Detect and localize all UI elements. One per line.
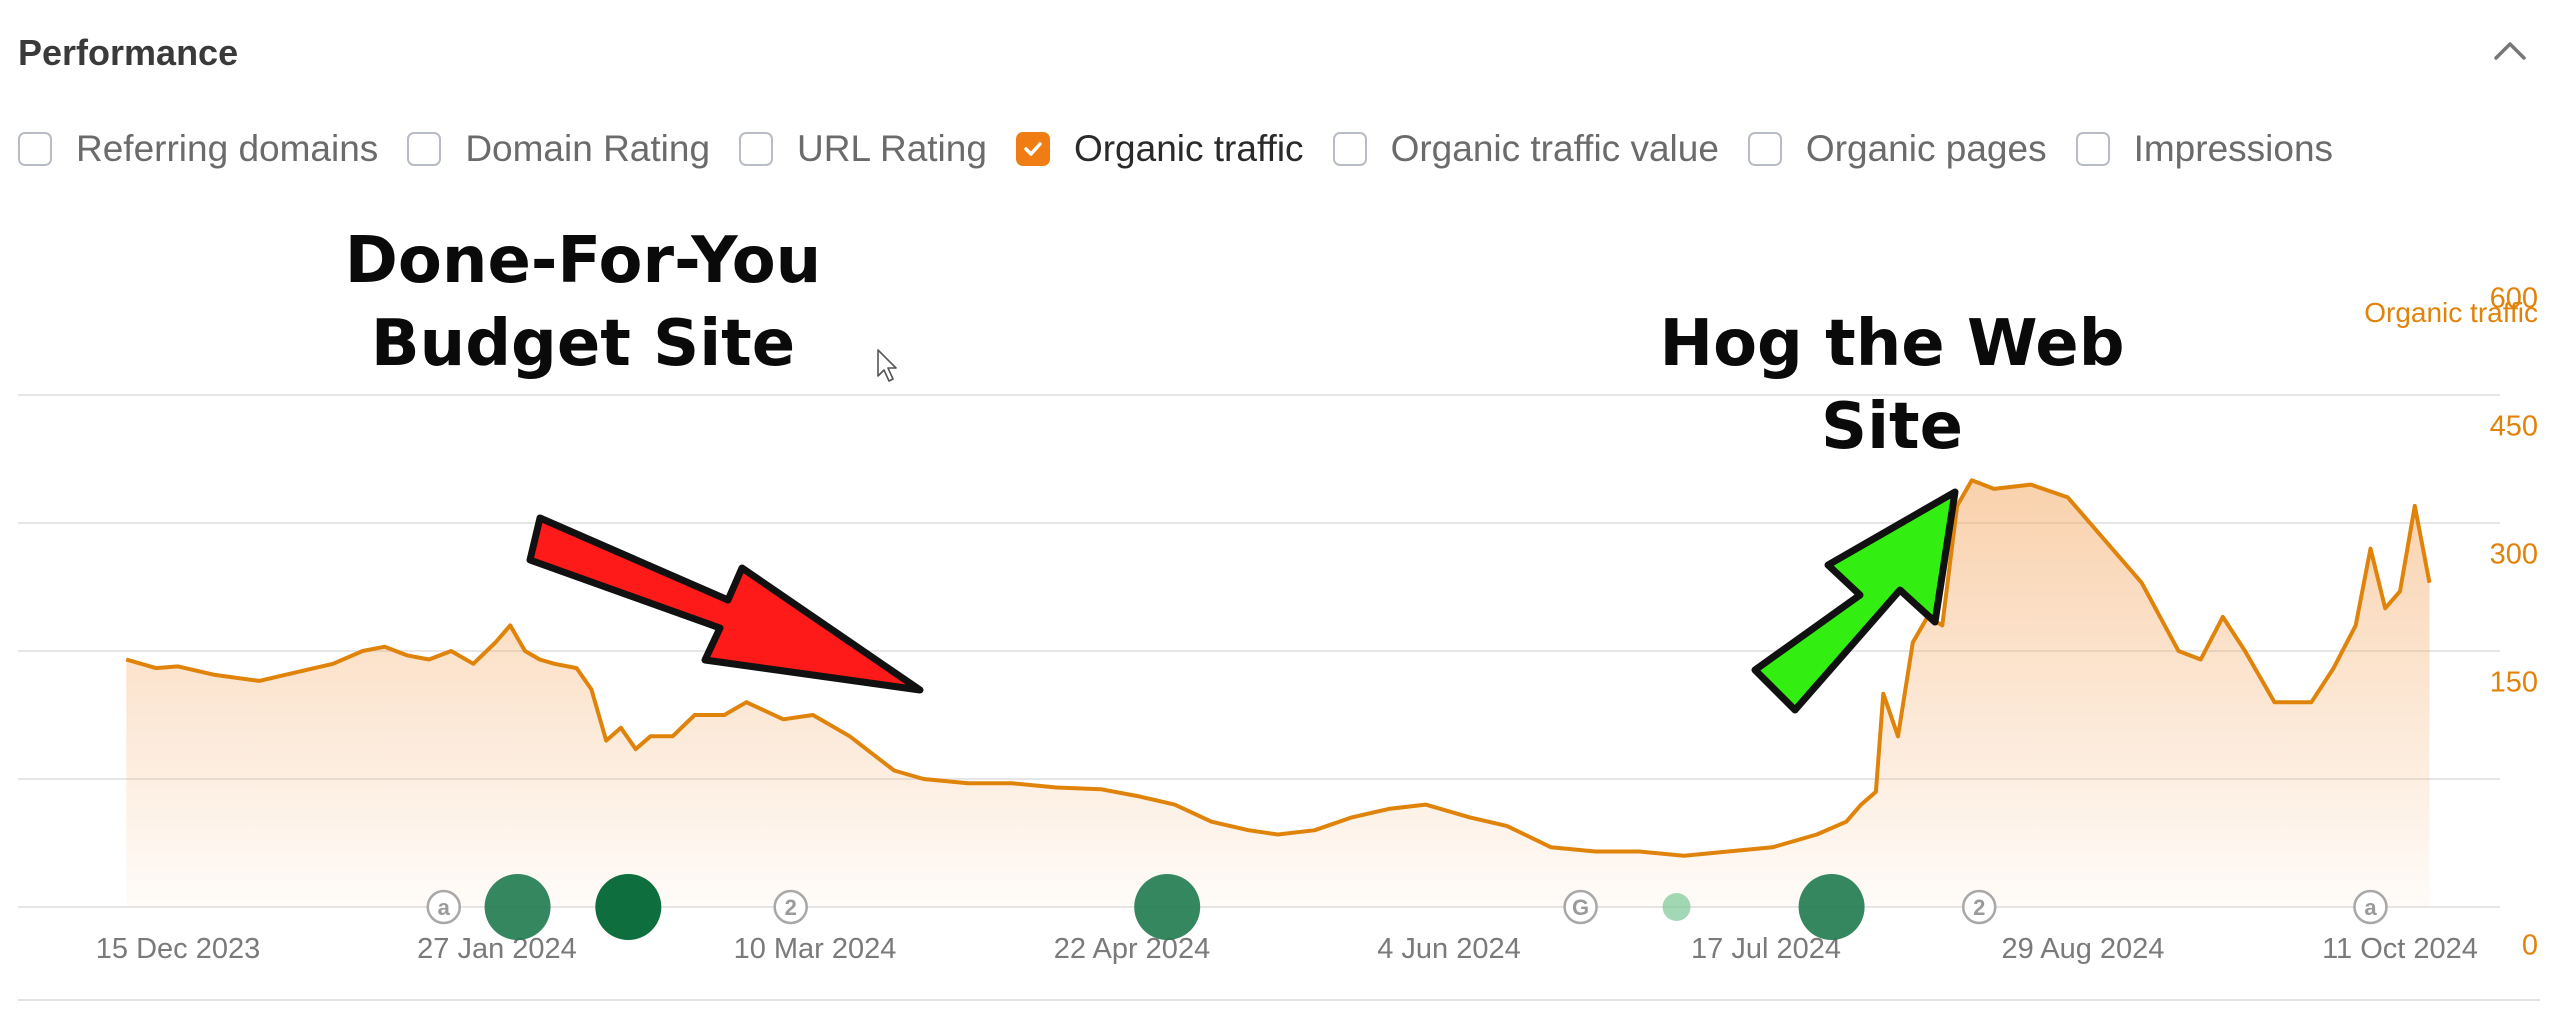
event-marker-large[interactable] <box>484 874 551 940</box>
event-marker-large[interactable] <box>595 874 662 940</box>
metric-organic-traffic[interactable]: Organic traffic <box>1015 128 1304 170</box>
event-marker-label: a <box>2364 895 2377 920</box>
metric-label: Impressions <box>2133 128 2334 169</box>
metric-url-rating[interactable]: URL Rating <box>739 128 987 170</box>
metric-label: Organic traffic value <box>1390 128 1719 169</box>
metric-organic-pages[interactable]: Organic pages <box>1747 128 2047 170</box>
annotation-budget-site: Budget Site <box>371 307 795 381</box>
event-marker-label: 2 <box>785 895 797 920</box>
x-tick-label: 27 Jan 2024 <box>417 933 577 965</box>
metric-label: Domain Rating <box>465 128 711 169</box>
x-tick-label: 10 Mar 2024 <box>734 933 897 965</box>
event-marker-label: G <box>1572 895 1589 920</box>
metric-label: Referring domains <box>76 128 379 169</box>
x-tick-label: 11 Oct 2024 <box>2322 933 2478 965</box>
checkbox[interactable] <box>407 132 442 166</box>
y-axis-title: Organic traffic <box>2364 297 2538 328</box>
event-marker-large[interactable] <box>1798 874 1865 940</box>
y-tick-label: 450 <box>2490 411 2538 443</box>
event-marker-label: 2 <box>1973 895 1985 920</box>
checkbox[interactable] <box>2075 132 2110 166</box>
checkbox[interactable] <box>1332 132 1367 166</box>
organic-traffic-area <box>126 480 2430 907</box>
metric-label: Organic traffic <box>1073 128 1304 169</box>
organic-traffic-line <box>125 478 2432 858</box>
metric-referring-domains[interactable]: Referring domains <box>18 128 378 170</box>
event-marker-badge[interactable] <box>426 889 462 925</box>
red-arrow-annotation <box>526 514 924 694</box>
green-arrow-annotation <box>1751 488 1959 714</box>
metric-label: Organic pages <box>1805 128 2047 169</box>
checkbox[interactable] <box>1747 132 1782 166</box>
event-marker-badge[interactable] <box>1961 889 1997 925</box>
annotation-site: Site <box>1821 390 1963 464</box>
metric-label: URL Rating <box>797 128 987 169</box>
panel-title: Performance <box>18 32 239 73</box>
event-marker-large[interactable] <box>1134 874 1201 940</box>
x-tick-label: 4 Jun 2024 <box>1377 933 1521 965</box>
checkbox-checked[interactable] <box>1015 132 1050 166</box>
metric-organic-traffic-value[interactable]: Organic traffic value <box>1332 128 1719 170</box>
y-tick-label: 600 <box>2490 283 2538 315</box>
x-tick-label: 29 Aug 2024 <box>2002 933 2165 965</box>
cursor-icon <box>877 349 897 382</box>
x-tick-label: 17 Jul 2024 <box>1691 933 1841 965</box>
event-marker-badge[interactable] <box>2353 889 2388 925</box>
x-tick-label: 22 Apr 2024 <box>1054 933 1210 965</box>
event-marker-small[interactable] <box>1662 893 1691 921</box>
metric-domain-rating[interactable]: Domain Rating <box>407 128 710 170</box>
metric-toggle-row: Referring domains Domain Rating URL Rati… <box>18 125 2362 173</box>
y-tick-label: 0 <box>2522 930 2538 962</box>
x-tick-label: 15 Dec 2023 <box>96 933 260 965</box>
checkmark-icon <box>1024 142 1042 156</box>
y-tick-label: 150 <box>2490 667 2538 699</box>
annotation-done-for-you: Done-For-You <box>345 224 821 298</box>
event-marker-badge[interactable] <box>1563 889 1598 925</box>
metric-impressions[interactable]: Impressions <box>2075 128 2334 170</box>
y-tick-label: 300 <box>2490 539 2538 571</box>
checkbox[interactable] <box>739 132 774 166</box>
chevron-up-icon[interactable] <box>2490 36 2530 66</box>
annotation-hog-the-web: Hog the Web <box>1660 307 2125 381</box>
checkbox[interactable] <box>18 132 52 166</box>
event-marker-label: a <box>438 895 451 920</box>
event-marker-badge[interactable] <box>773 889 808 925</box>
